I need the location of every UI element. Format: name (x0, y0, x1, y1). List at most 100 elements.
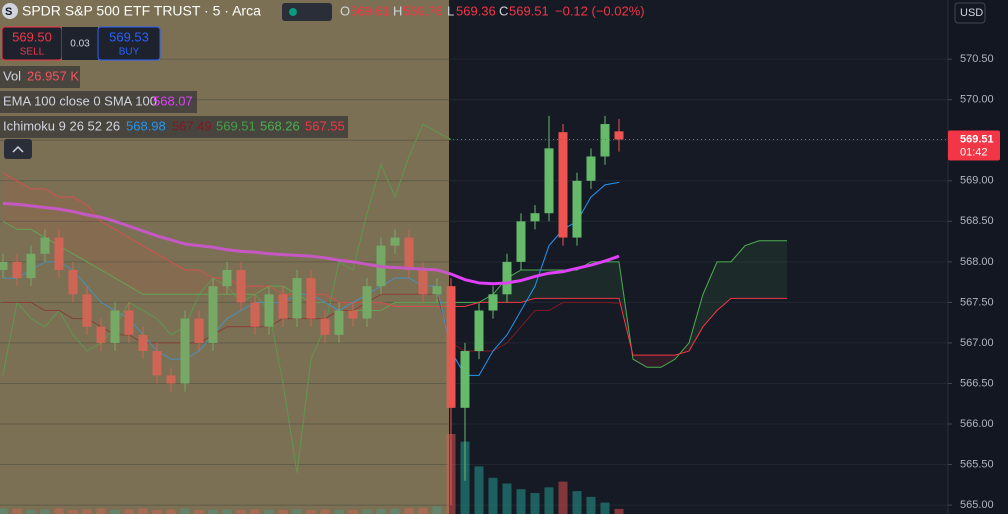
volume-bar (138, 508, 148, 514)
buy-button[interactable] (97, 26, 161, 61)
volume-bar (278, 509, 288, 514)
candle-body (390, 237, 400, 246)
cloud-segment (563, 269, 577, 299)
cloud-segment (423, 302, 437, 307)
ema-label: EMA 100 close 0 SMA 100 (3, 93, 157, 108)
currency-box[interactable] (954, 2, 986, 24)
candle-body (96, 326, 106, 343)
ema-line (2, 201, 620, 286)
volume-bar (474, 466, 484, 514)
cloud-segment (143, 245, 157, 295)
candle-body (264, 294, 274, 327)
cloud-segment (45, 188, 59, 246)
vol-label: Vol (3, 68, 21, 83)
vol-row (0, 66, 80, 88)
ichimoku-row (0, 116, 348, 138)
cloud-segment (157, 253, 171, 295)
volume-bar (376, 509, 386, 514)
cloud-segment (409, 302, 423, 307)
volume-bar (110, 509, 120, 514)
y-tick-label: 568.00 (960, 256, 994, 268)
last-price-tag (948, 130, 1000, 161)
y-tick-label: 567.00 (960, 337, 994, 349)
cloud-segment (395, 302, 409, 307)
collapse-icon (12, 145, 24, 153)
currency[interactable]: USD (960, 7, 983, 19)
volume-bar (404, 507, 414, 514)
volume-bar (418, 507, 428, 514)
ohlc-change: −0.12 (−0.02%) (555, 3, 645, 18)
volume-bar (194, 509, 204, 514)
volume-bar (0, 508, 8, 514)
candle-body (530, 213, 540, 222)
candle-body (292, 278, 302, 319)
volume-bar (54, 508, 64, 514)
cloud-segment (325, 294, 339, 311)
volume-bar (208, 509, 218, 514)
candle-body (236, 269, 246, 303)
volume-bar (390, 508, 400, 514)
collapse-button[interactable] (4, 139, 32, 159)
cloud-segment (171, 261, 185, 295)
cloud-segment (605, 261, 619, 299)
ohlc-h-value: 569.76 (403, 3, 443, 18)
cloud-segment (31, 188, 45, 238)
candle-body (124, 310, 134, 335)
y-tick-label: 568.50 (960, 215, 994, 227)
symbol-logo (2, 3, 18, 19)
cloud-segment (661, 355, 675, 368)
volume-bar (320, 509, 330, 514)
candle-body (320, 318, 330, 335)
volume-bar (250, 509, 260, 514)
cloud-segment (185, 269, 199, 295)
volume-bar (544, 487, 554, 514)
spread-box (62, 27, 98, 60)
ichimoku-base: 567.49 (172, 118, 212, 133)
y-tick-label: 566.50 (960, 377, 994, 389)
status-pill[interactable] (282, 3, 332, 21)
volume-bar (334, 509, 344, 514)
buy-label[interactable]: BUY (119, 47, 140, 58)
candle-body (404, 237, 414, 270)
sell-label[interactable]: SELL (20, 47, 45, 58)
cloud-segment (129, 237, 143, 295)
y-tick-label: 570.00 (960, 94, 994, 106)
candle-body (250, 302, 260, 327)
span-b-line (2, 172, 787, 356)
candle-body (586, 156, 596, 181)
price-axis (948, 0, 1008, 514)
cloud-segment (101, 221, 115, 279)
ichimoku-span-a: 568.26 (260, 118, 300, 133)
spread: 0.03 (70, 39, 90, 50)
candle-body (54, 237, 64, 270)
sell-price[interactable]: 569.50 (12, 29, 52, 44)
volume-bar (26, 509, 36, 514)
candle-body (12, 261, 22, 279)
candle-body (166, 375, 176, 384)
volume-bar (586, 496, 596, 514)
y-tick-label: 569.00 (960, 175, 994, 187)
candle-body (208, 286, 218, 343)
candle-body (572, 180, 582, 238)
candle-body (348, 310, 358, 319)
volume-bar (432, 506, 442, 514)
ohlc-h: H (393, 3, 402, 18)
candle-body (614, 131, 624, 140)
candle-body (306, 278, 316, 319)
countdown: 01:42 (960, 146, 988, 158)
volume-bar (152, 509, 162, 514)
span-a-line (2, 220, 787, 368)
volume-bar (488, 477, 498, 514)
buy-price[interactable]: 569.53 (109, 29, 149, 44)
ohlc-c: C (499, 3, 508, 18)
ichimoku-span-b: 567.55 (305, 118, 345, 133)
y-tick-label: 565.50 (960, 458, 994, 470)
symbol-title: SPDR S&P 500 ETF TRUST · 5 · Arca (22, 3, 261, 19)
volume-bar (12, 508, 22, 514)
volume-bar (166, 509, 176, 514)
candle-body (460, 351, 470, 408)
cloud-segment (115, 229, 129, 287)
volume-bar (614, 508, 624, 514)
cloud-segment (549, 269, 563, 299)
